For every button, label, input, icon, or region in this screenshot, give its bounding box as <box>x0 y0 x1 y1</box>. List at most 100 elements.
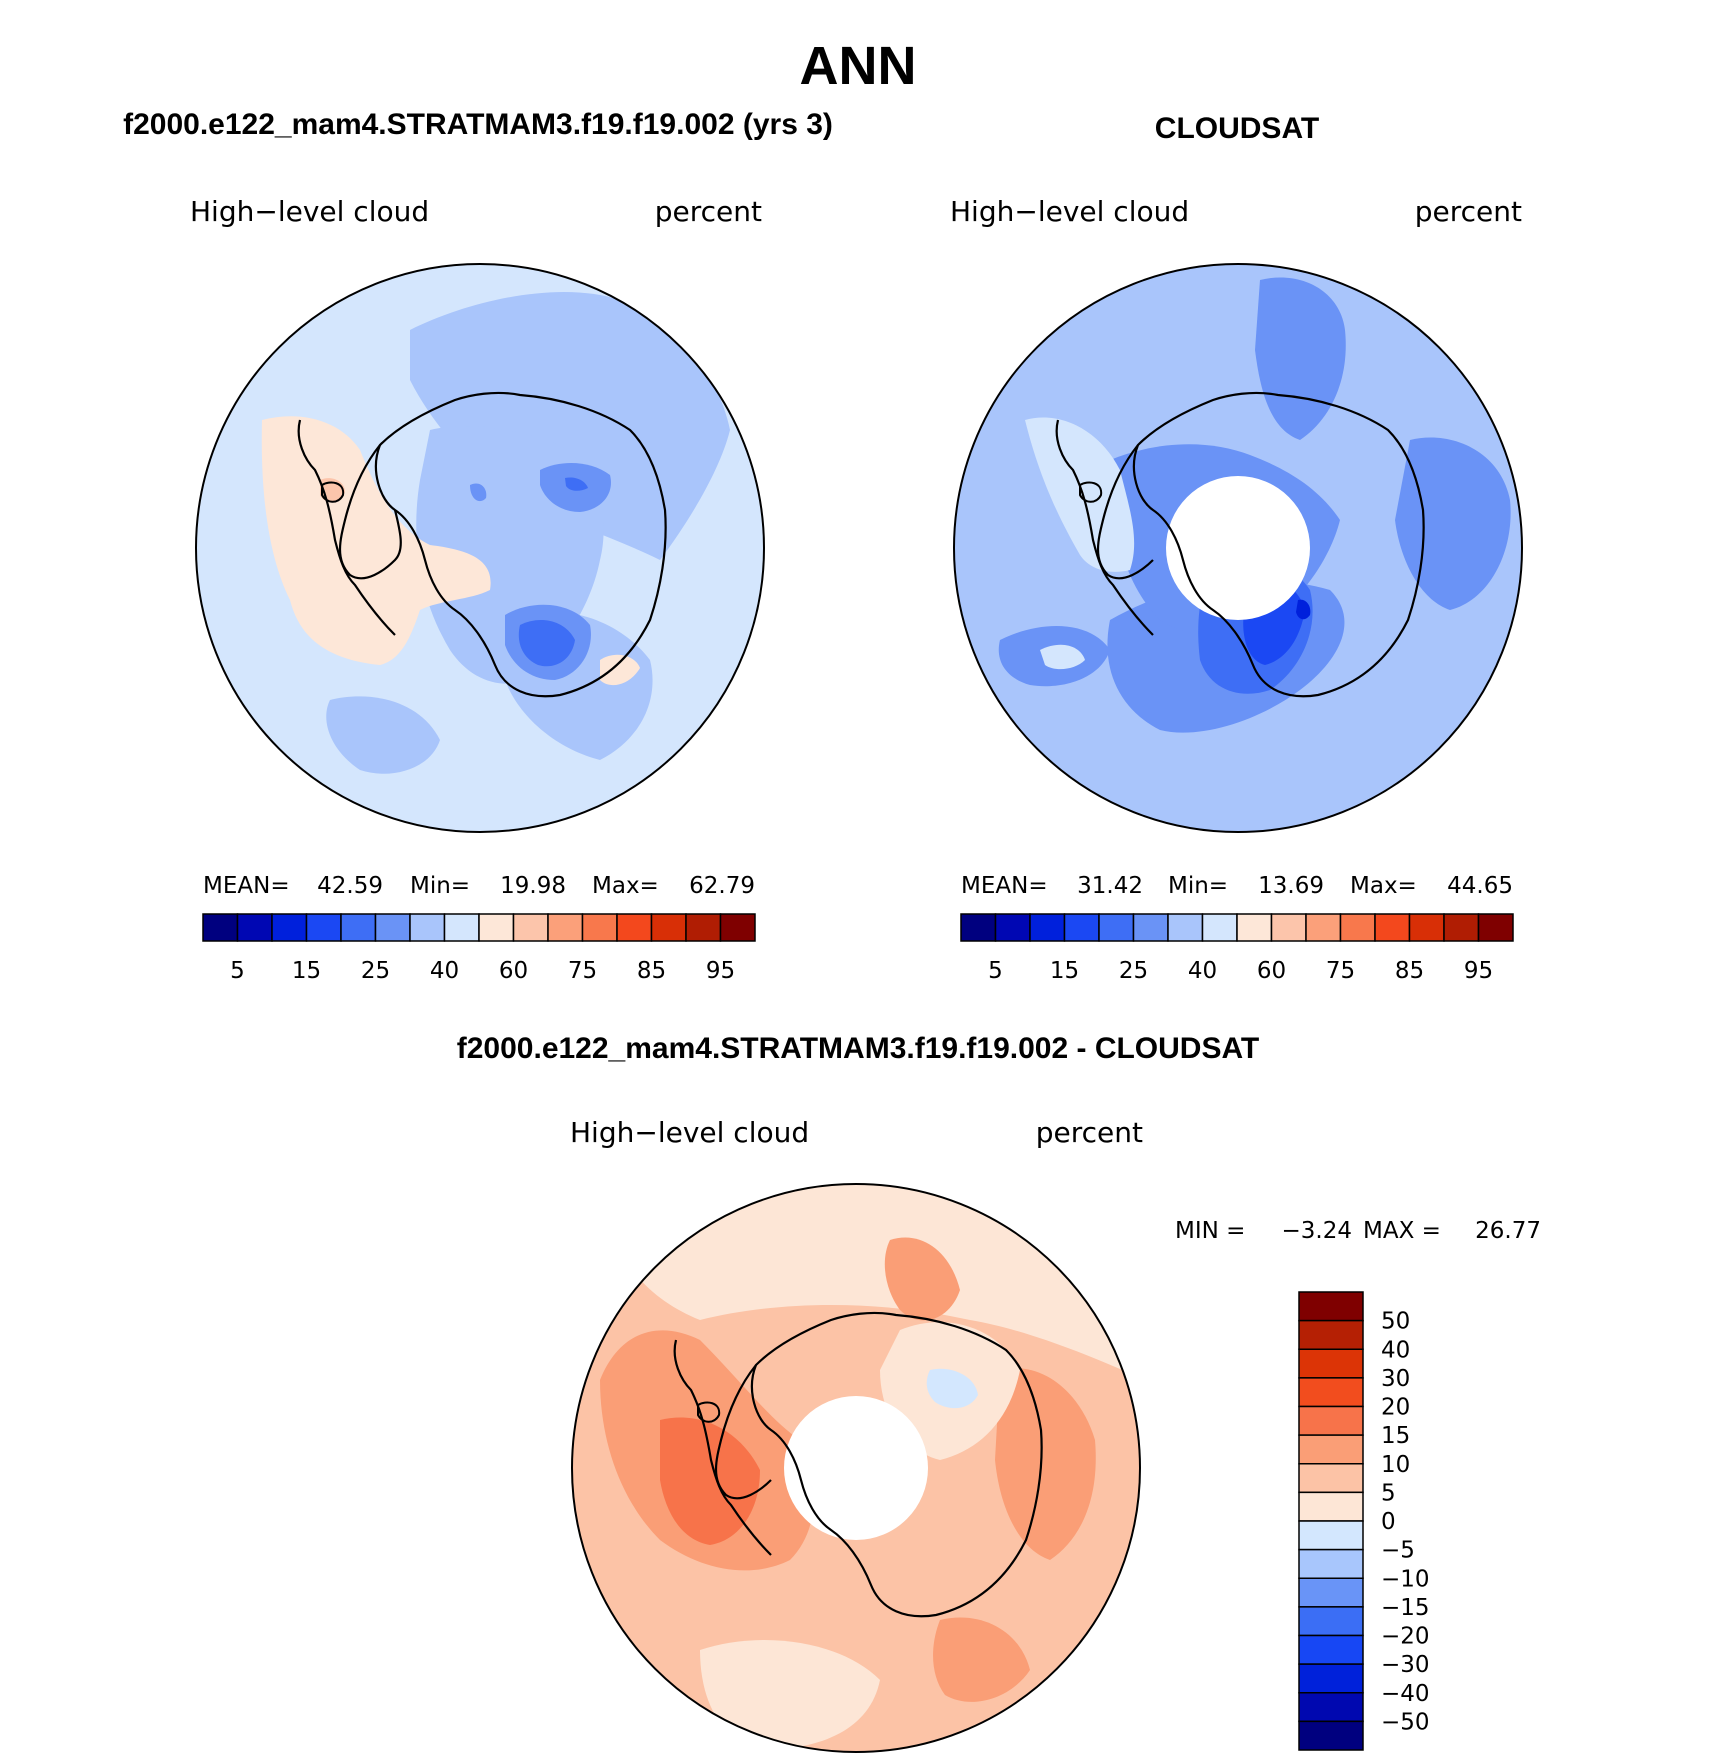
colorbar-swatch <box>581 913 618 942</box>
colorbar-swatch <box>1098 913 1135 942</box>
colorbar-swatch <box>1298 1405 1364 1436</box>
colorbar-tick-label: 40 <box>430 958 459 984</box>
colorbar-tick-label: 5 <box>988 958 1003 984</box>
colorbar-swatch <box>1298 1663 1364 1694</box>
colorbar-tick-label: 25 <box>361 958 390 984</box>
colorbar-tick-label: 15 <box>292 958 321 984</box>
colorbar-tick-label: 40 <box>1381 1337 1410 1363</box>
panel-model-heading: f2000.e122_mam4.STRATMAM3.f19.f19.002 (y… <box>123 108 833 141</box>
colorbar-tick-label: −40 <box>1381 1681 1430 1707</box>
panel-obs-min-label: Min= <box>1168 873 1228 899</box>
panel-diff-heading: f2000.e122_mam4.STRATMAM3.f19.f19.002 - … <box>457 1032 1260 1065</box>
colorbar-swatch <box>685 913 722 942</box>
colorbar-swatch <box>616 913 653 942</box>
colorbar-tick-label: 75 <box>1326 958 1355 984</box>
colorbar-swatch <box>236 913 273 942</box>
panel-obs-min: 13.69 <box>1258 873 1324 899</box>
panel-model-max-label: Max= <box>592 873 659 899</box>
colorbar-tick-label: −5 <box>1381 1538 1415 1564</box>
colorbar-tick-label: 5 <box>1381 1480 1396 1506</box>
colorbar-swatch <box>340 913 377 942</box>
colorbar-swatch <box>1443 913 1480 942</box>
polar-map-diff <box>571 1183 1141 1753</box>
colorbar-swatch <box>409 913 446 942</box>
panel-model-units: percent <box>655 195 762 228</box>
panel-model: f2000.e122_mam4.STRATMAM3.f19.f19.002 (y… <box>123 108 833 984</box>
colorbar-swatch <box>1298 1377 1364 1408</box>
colorbar-swatch <box>443 913 480 942</box>
colorbar-swatch <box>1201 913 1238 942</box>
colorbar-swatch <box>960 913 997 942</box>
colorbar-tick-label: 10 <box>1381 1452 1410 1478</box>
panel-diff-min: −3.24 <box>1282 1218 1352 1244</box>
colorbar-tick-label: 15 <box>1050 958 1079 984</box>
polar-map-model <box>195 263 765 833</box>
panel-model-mean-label: MEAN= <box>203 873 290 899</box>
panel-obs: CLOUDSAT High−level cloud percent <box>950 112 1523 984</box>
colorbar-tick-label: 85 <box>637 958 666 984</box>
colorbar-swatch <box>1339 913 1376 942</box>
colorbar-tick-label: 40 <box>1188 958 1217 984</box>
colorbar-swatch <box>547 913 584 942</box>
colorbar-swatch <box>374 913 411 942</box>
panel-diff-max: 26.77 <box>1475 1218 1541 1244</box>
colorbar-swatch <box>1063 913 1100 942</box>
colorbar-tick-label: 75 <box>568 958 597 984</box>
colorbar-swatch <box>1270 913 1307 942</box>
colorbar-tick-label: −20 <box>1381 1624 1430 1650</box>
colorbar-tick-label: 15 <box>1381 1423 1410 1449</box>
panel-model-min-label: Min= <box>410 873 470 899</box>
colorbar-swatch <box>1298 1577 1364 1608</box>
colorbar-swatch <box>1298 1319 1364 1350</box>
panel-diff: f2000.e122_mam4.STRATMAM3.f19.f19.002 - … <box>457 1032 1541 1753</box>
panel-obs-max-label: Max= <box>1350 873 1417 899</box>
colorbar-tick-label: −15 <box>1381 1595 1430 1621</box>
panel-model-variable: High−level cloud <box>190 195 429 228</box>
colorbar-swatch <box>305 913 342 942</box>
colorbar-tick-label: 60 <box>499 958 528 984</box>
colorbar-tick-label: 30 <box>1381 1366 1410 1392</box>
colorbar-tick-label: 85 <box>1395 958 1424 984</box>
colorbar-swatch <box>1298 1720 1364 1751</box>
panel-obs-mean: 31.42 <box>1077 873 1143 899</box>
colorbar-swatch <box>1298 1291 1364 1322</box>
colorbar-tick-label: 5 <box>230 958 245 984</box>
colorbar-swatch <box>1236 913 1273 942</box>
colorbar-swatch <box>1298 1520 1364 1551</box>
polar-map-obs <box>953 263 1523 833</box>
colorbar-swatch <box>1298 1348 1364 1379</box>
colorbar-swatch <box>1298 1548 1364 1579</box>
colorbar-tick-label: 0 <box>1381 1509 1396 1535</box>
colorbar-tick-label: 50 <box>1381 1309 1410 1335</box>
colorbar-tick-label: 25 <box>1119 958 1148 984</box>
colorbar-tick-label: 60 <box>1257 958 1286 984</box>
colorbar-swatch <box>1298 1491 1364 1522</box>
panel-diff-min-label: MIN = <box>1175 1218 1245 1244</box>
colorbar-swatch <box>1298 1463 1364 1494</box>
panel-diff-units: percent <box>1036 1116 1143 1149</box>
panel-diff-max-label: MAX = <box>1363 1218 1441 1244</box>
panel-obs-max: 44.65 <box>1447 873 1513 899</box>
colorbar-tick-label: −10 <box>1381 1566 1430 1592</box>
colorbar-swatch <box>1477 913 1514 942</box>
colorbar-tick-label: −30 <box>1381 1652 1430 1678</box>
colorbar-swatch <box>1167 913 1204 942</box>
panel-obs-variable: High−level cloud <box>950 195 1189 228</box>
panel-diff-variable: High−level cloud <box>570 1116 809 1149</box>
panel-obs-mean-label: MEAN= <box>961 873 1048 899</box>
colorbar-swatch <box>1408 913 1445 942</box>
colorbar-swatch <box>1029 913 1066 942</box>
panel-model-min: 19.98 <box>500 873 566 899</box>
colorbar-swatch <box>1298 1434 1364 1465</box>
colorbar-swatch <box>1374 913 1411 942</box>
panel-obs-units: percent <box>1415 195 1522 228</box>
panel-model-max: 62.79 <box>689 873 755 899</box>
panel-obs-heading: CLOUDSAT <box>1155 112 1319 145</box>
colorbar-swatch <box>1298 1692 1364 1723</box>
colorbar-swatch <box>271 913 308 942</box>
colorbar-tick-label: −50 <box>1381 1709 1430 1735</box>
colorbar-obs: 5 15 25 40 60 75 85 95 <box>960 913 1514 984</box>
panel-model-mean: 42.59 <box>317 873 383 899</box>
